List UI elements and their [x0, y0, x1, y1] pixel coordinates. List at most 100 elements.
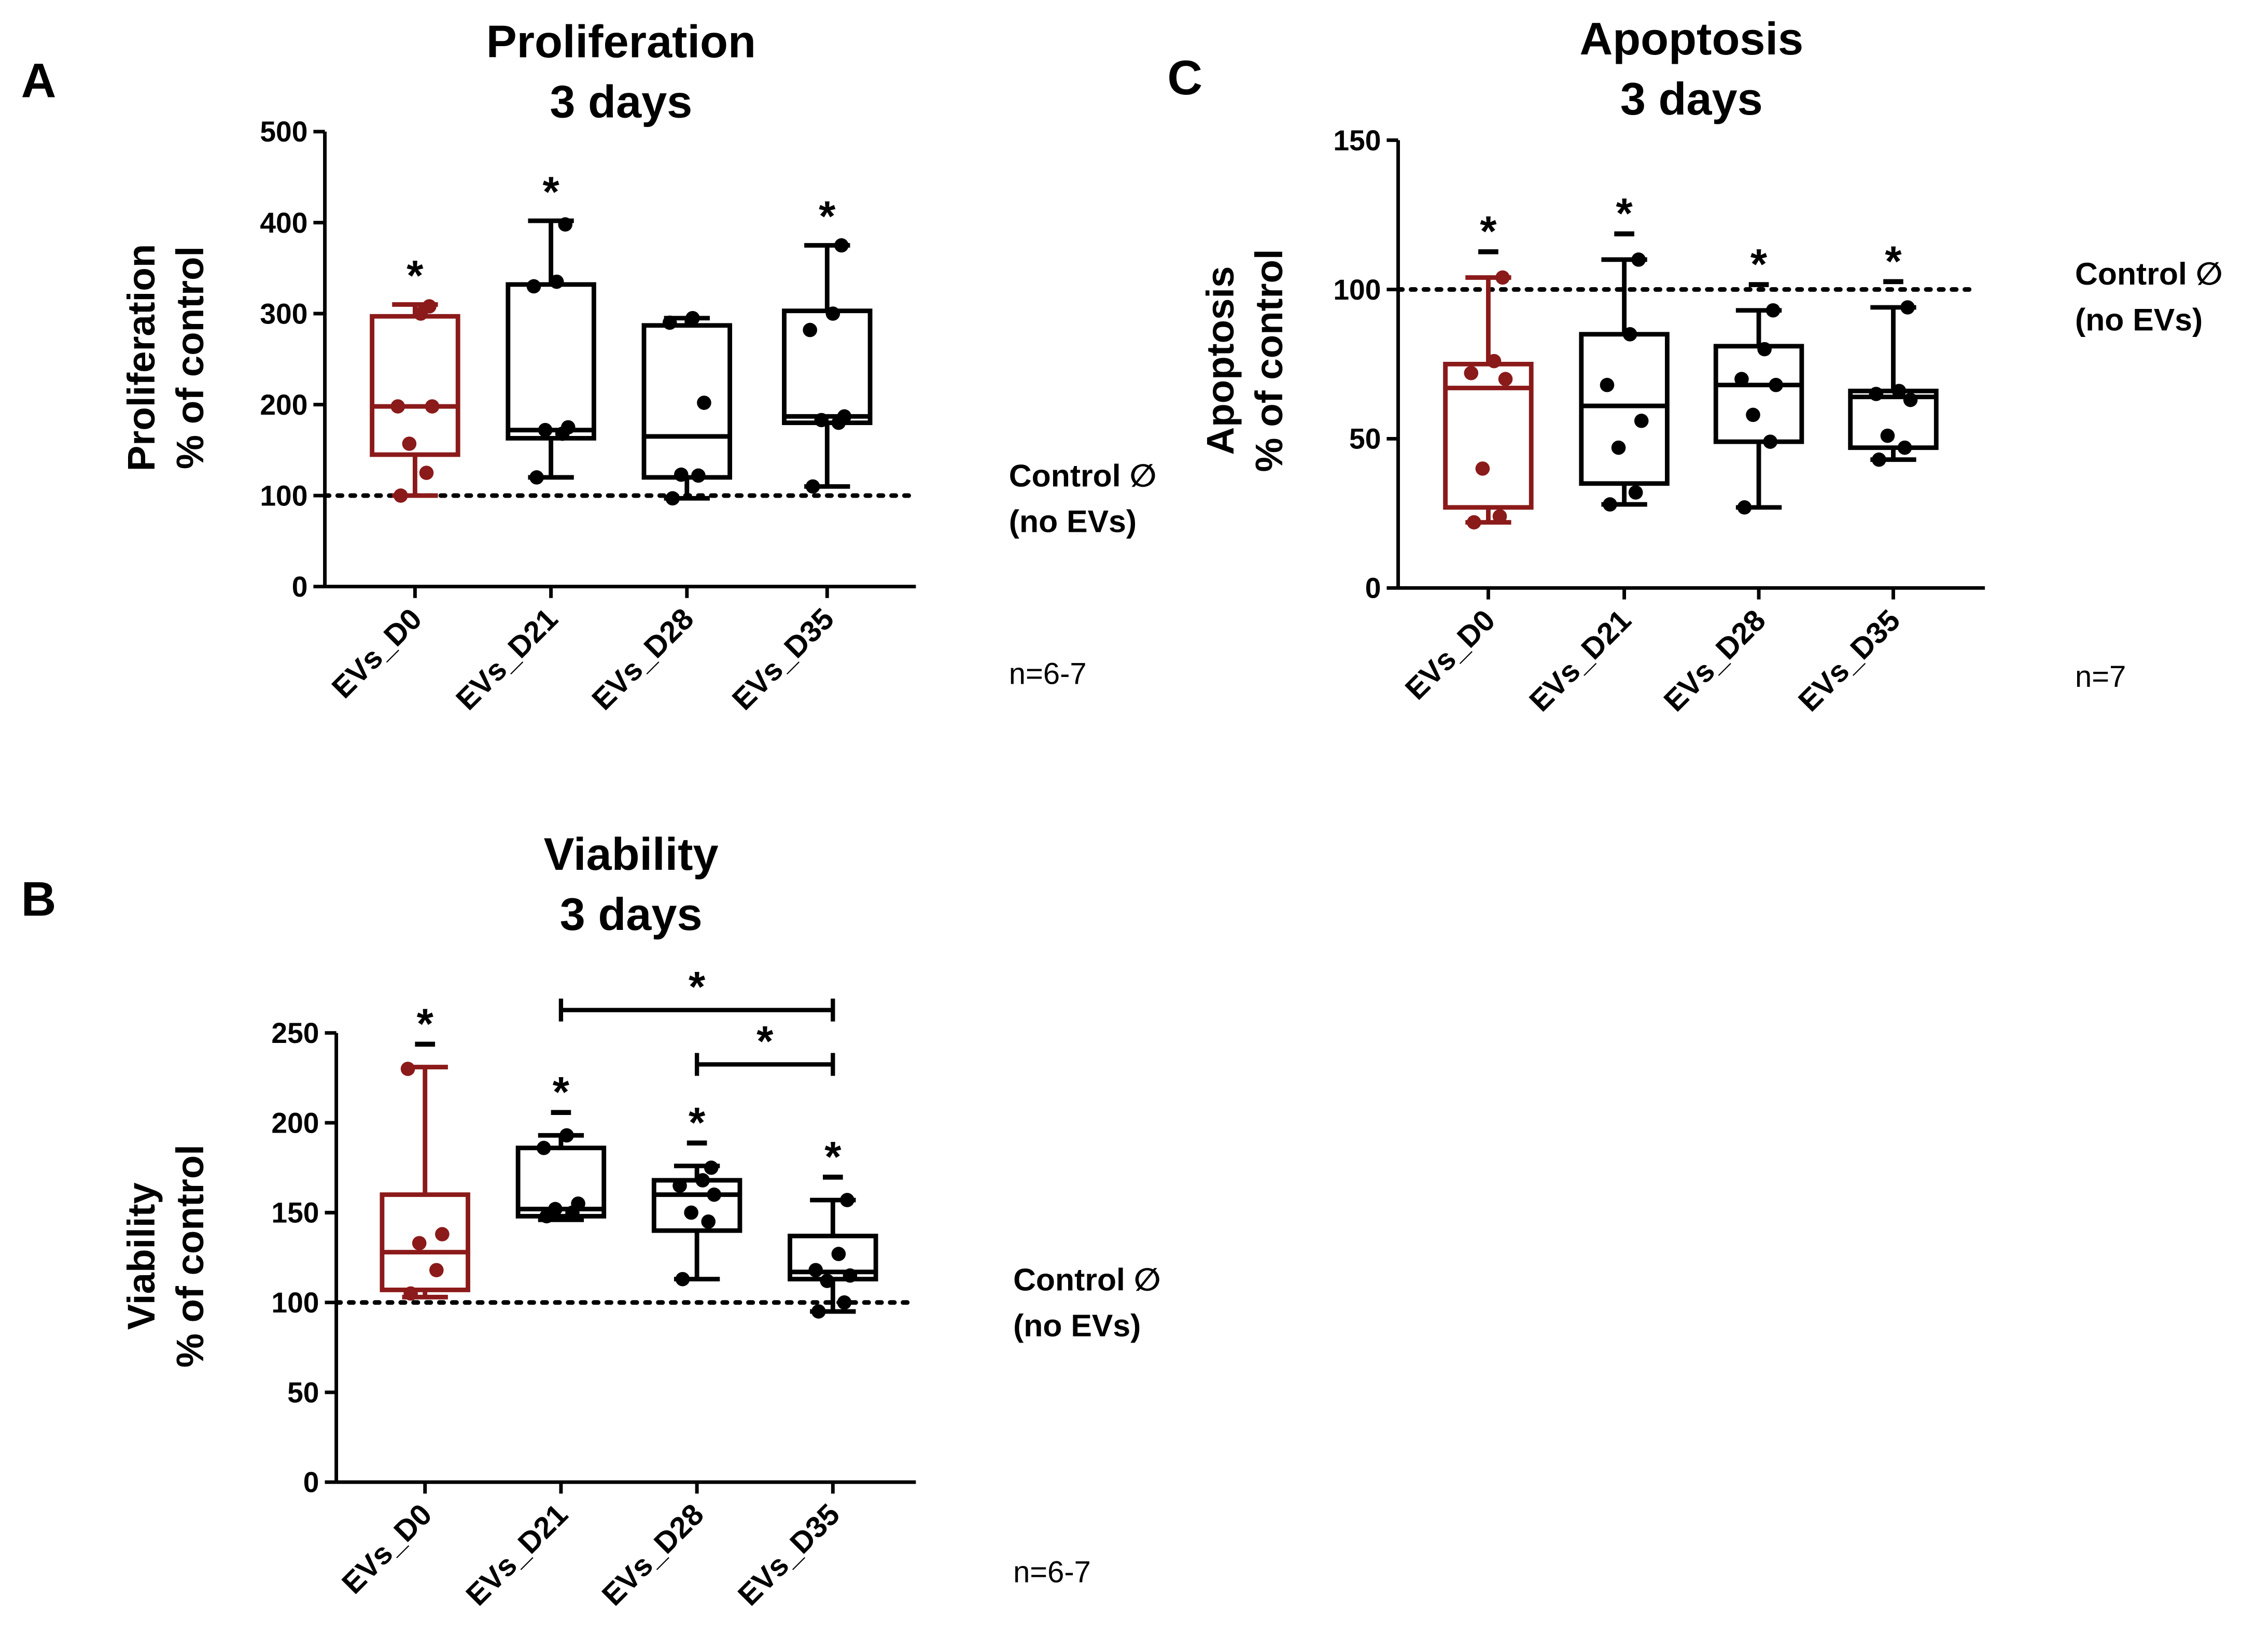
significance-star: * [417, 999, 434, 1048]
significance-star: * [553, 1068, 570, 1116]
y-tick-label: 50 [1349, 423, 1381, 455]
data-point [1765, 303, 1781, 318]
data-point [1891, 384, 1907, 399]
box-iqr [506, 282, 596, 441]
box-evs-d35: * [1848, 237, 1939, 467]
significance-star: * [689, 1098, 706, 1147]
data-point [701, 1214, 716, 1229]
data-point [1487, 354, 1502, 369]
data-point [814, 413, 829, 428]
data-point [403, 1286, 418, 1301]
data-point [840, 1193, 854, 1207]
data-point [1763, 434, 1777, 449]
data-point [811, 1304, 826, 1319]
y-axis-label-units: % of control [169, 1145, 212, 1367]
data-point [422, 299, 437, 314]
y-tick-label: 250 [271, 1017, 319, 1049]
box-evs-d0: * [380, 999, 470, 1301]
y-axis-label: Proliferation [120, 244, 163, 472]
data-point [1492, 509, 1507, 524]
box-evs-d21: * [515, 1068, 607, 1224]
box-evs-d35: * [788, 1133, 878, 1319]
data-point [1903, 392, 1918, 407]
data-point [425, 399, 440, 414]
data-point [1634, 414, 1649, 428]
data-point [843, 1268, 858, 1283]
x-tick-label: EVs_D0 [336, 1498, 439, 1601]
data-point [820, 1274, 835, 1288]
data-point [571, 1196, 585, 1211]
data-point [1769, 377, 1783, 392]
chart-title: Proliferation [486, 16, 756, 67]
control-label: Control ∅ [1009, 458, 1157, 493]
data-point [1900, 300, 1915, 315]
significance-star: * [1750, 240, 1768, 288]
y-tick-label: 400 [260, 207, 307, 239]
data-point [560, 420, 576, 435]
data-point [665, 491, 680, 506]
comparison-bracket: * [558, 963, 835, 1022]
data-point [831, 1247, 846, 1261]
x-tick-label: EVs_D28 [1658, 604, 1772, 718]
panel-letter: C [1167, 50, 1202, 105]
data-point [1611, 440, 1626, 455]
data-point [559, 1128, 574, 1143]
data-point [707, 1187, 722, 1202]
data-point [1880, 428, 1895, 443]
data-point [695, 1173, 710, 1188]
y-tick-label: 200 [260, 389, 307, 421]
sample-size-label: n=6-7 [1009, 657, 1087, 690]
control-label: Control ∅ [1013, 1262, 1161, 1297]
significance-star: * [1885, 237, 1902, 285]
data-point [1495, 270, 1510, 285]
sample-size-label: n=7 [2075, 660, 2126, 694]
data-point [1600, 377, 1615, 392]
data-point [1746, 407, 1760, 422]
data-point [1869, 387, 1884, 401]
significance-star: * [1480, 207, 1497, 256]
y-tick-label: 0 [292, 571, 308, 603]
x-tick-label: EVs_D35 [726, 602, 840, 717]
x-tick-label: EVs_D28 [596, 1498, 710, 1613]
comparison-bracket: * [694, 1017, 835, 1076]
significance-star: * [1616, 189, 1633, 237]
data-point [549, 274, 564, 289]
x-tick-label: EVs_D0 [326, 602, 428, 705]
x-tick-label: EVs_D21 [460, 1498, 574, 1613]
y-axis-label: Viability [120, 1182, 163, 1330]
data-point [402, 436, 417, 451]
panel-letter: B [21, 871, 57, 926]
y-tick-label: 100 [260, 479, 307, 512]
y-axis-label: Apoptosis [1199, 266, 1242, 455]
control-label-sub: (no EVs) [1013, 1308, 1141, 1343]
x-tick-label: EVs_D21 [1523, 604, 1638, 718]
data-point [435, 1227, 450, 1241]
data-point [548, 1202, 563, 1217]
chart-subtitle: 3 days [560, 888, 703, 940]
sample-size-label: n=6-7 [1013, 1556, 1091, 1589]
box-evs-d28 [641, 310, 733, 506]
significance-star: * [819, 192, 836, 241]
box-iqr [651, 1178, 742, 1233]
chart-title: Viability [544, 828, 719, 880]
x-tick-label: EVs_D21 [450, 602, 565, 717]
data-point [538, 422, 553, 437]
box-evs-d35: * [782, 192, 873, 494]
data-point [672, 1178, 687, 1193]
significance-star: * [542, 167, 559, 216]
significance-star: * [824, 1133, 842, 1181]
panel-letter: A [21, 53, 57, 108]
chart-subtitle: 3 days [550, 76, 692, 127]
x-tick-label: EVs_D35 [732, 1498, 846, 1613]
y-tick-label: 200 [271, 1107, 319, 1139]
significance-star: * [407, 251, 424, 300]
box-iqr [782, 308, 873, 426]
data-point [691, 468, 706, 483]
comparison-star: * [689, 963, 706, 1011]
box-evs-d0: * [370, 251, 460, 503]
box-evs-d0: * [1443, 207, 1534, 530]
